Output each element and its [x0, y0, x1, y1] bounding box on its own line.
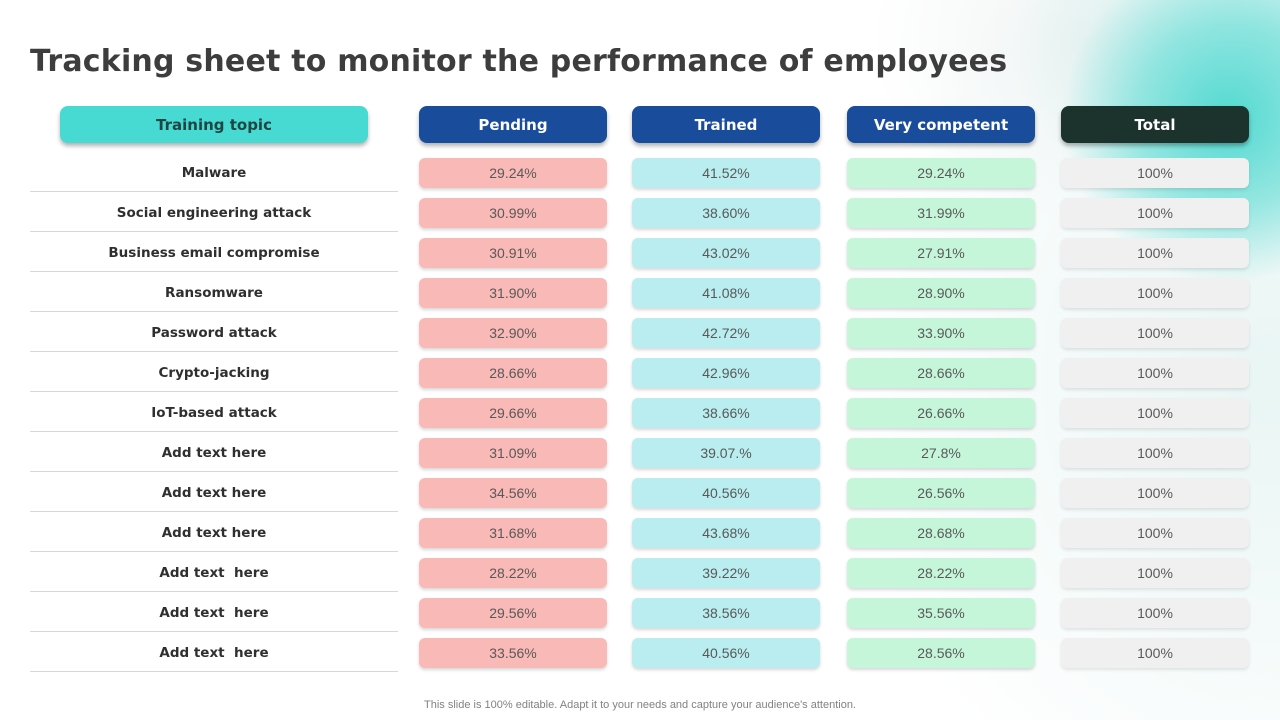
topic-cell: Business email compromise [30, 238, 398, 272]
topic-cell: Add text here [30, 518, 398, 552]
topic-cell: Password attack [30, 318, 398, 352]
very-competent-cell: 28.66% [847, 358, 1035, 388]
total-cell: 100% [1061, 598, 1249, 628]
topic-cell: IoT-based attack [30, 398, 398, 432]
total-cell: 100% [1061, 198, 1249, 228]
very-competent-cell: 33.90% [847, 318, 1035, 348]
pending-cell: 29.56% [419, 598, 607, 628]
total-cell: 100% [1061, 558, 1249, 588]
column-total: Total 100% 100% 100% 100% 100% 100% 100% 100% 10… [1061, 106, 1249, 678]
pending-cell: 31.90% [419, 278, 607, 308]
very-competent-cell: 29.24% [847, 158, 1035, 188]
topic-cell: Add text here [30, 558, 398, 592]
pending-cell: 31.68% [419, 518, 607, 548]
pending-cell: 28.22% [419, 558, 607, 588]
header-very-competent: Very competent [847, 106, 1035, 143]
very-competent-cell: 35.56% [847, 598, 1035, 628]
trained-cell: 38.60% [632, 198, 820, 228]
very-competent-cell: 27.8% [847, 438, 1035, 468]
trained-cell: 41.52% [632, 158, 820, 188]
trained-cell: 39.22% [632, 558, 820, 588]
total-cell: 100% [1061, 358, 1249, 388]
pending-cell: 28.66% [419, 358, 607, 388]
topic-cell: Crypto-jacking [30, 358, 398, 392]
total-cell: 100% [1061, 318, 1249, 348]
pending-cell: 30.99% [419, 198, 607, 228]
very-competent-cell: 31.99% [847, 198, 1035, 228]
total-cell: 100% [1061, 438, 1249, 468]
pending-cell: 34.56% [419, 478, 607, 508]
total-cell: 100% [1061, 278, 1249, 308]
topic-rows: Malware Social engineering attack Business… [30, 158, 398, 672]
very-competent-cell: 28.90% [847, 278, 1035, 308]
very-competent-cell: 27.91% [847, 238, 1035, 268]
trained-cell: 42.72% [632, 318, 820, 348]
topic-cell: Add text here [30, 638, 398, 672]
topic-cell: Social engineering attack [30, 198, 398, 232]
topic-cell: Malware [30, 158, 398, 192]
very-competent-rows: 29.24% 31.99% 27.91% 28.90% 33.90% 28.66% 26.6… [847, 158, 1035, 668]
column-pending: Pending 29.24% 30.99% 30.91% 31.90% 32.90% 28… [419, 106, 607, 678]
pending-cell: 29.66% [419, 398, 607, 428]
very-competent-cell: 26.66% [847, 398, 1035, 428]
trained-cell: 43.02% [632, 238, 820, 268]
slide-title: Tracking sheet to monitor the performanc… [30, 44, 1008, 80]
topic-cell: Add text here [30, 438, 398, 472]
header-total: Total [1061, 106, 1249, 143]
total-cell: 100% [1061, 398, 1249, 428]
pending-rows: 29.24% 30.99% 30.91% 31.90% 32.90% 28.66% 29.6… [419, 158, 607, 668]
pending-cell: 32.90% [419, 318, 607, 348]
trained-rows: 41.52% 38.60% 43.02% 41.08% 42.72% 42.96% 38.6… [632, 158, 820, 668]
very-competent-cell: 28.56% [847, 638, 1035, 668]
header-trained: Trained [632, 106, 820, 143]
trained-cell: 40.56% [632, 638, 820, 668]
total-cell: 100% [1061, 478, 1249, 508]
trained-cell: 38.56% [632, 598, 820, 628]
pending-cell: 33.56% [419, 638, 607, 668]
trained-cell: 40.56% [632, 478, 820, 508]
topic-cell: Add text here [30, 598, 398, 632]
total-rows: 100% 100% 100% 100% 100% 100% 100% 100% 100% 100%… [1061, 158, 1249, 668]
column-trained: Trained 41.52% 38.60% 43.02% 41.08% 42.72% 42… [632, 106, 820, 678]
pending-cell: 29.24% [419, 158, 607, 188]
trained-cell: 38.66% [632, 398, 820, 428]
total-cell: 100% [1061, 638, 1249, 668]
topic-cell: Ransomware [30, 278, 398, 312]
pending-cell: 31.09% [419, 438, 607, 468]
topic-cell: Add text here [30, 478, 398, 512]
pending-cell: 30.91% [419, 238, 607, 268]
trained-cell: 41.08% [632, 278, 820, 308]
very-competent-cell: 28.68% [847, 518, 1035, 548]
total-cell: 100% [1061, 158, 1249, 188]
trained-cell: 39.07.% [632, 438, 820, 468]
very-competent-cell: 28.22% [847, 558, 1035, 588]
header-pending: Pending [419, 106, 607, 143]
trained-cell: 42.96% [632, 358, 820, 388]
trained-cell: 43.68% [632, 518, 820, 548]
column-very-competent: Very competent 29.24% 31.99% 27.91% 28.90% 3… [847, 106, 1035, 678]
header-training-topic: Training topic [60, 106, 368, 143]
total-cell: 100% [1061, 238, 1249, 268]
very-competent-cell: 26.56% [847, 478, 1035, 508]
column-training-topic: Training topic Malware Social engineering… [30, 106, 398, 678]
editable-note: This slide is 100% editable. Adapt it to… [424, 699, 856, 711]
total-cell: 100% [1061, 518, 1249, 548]
